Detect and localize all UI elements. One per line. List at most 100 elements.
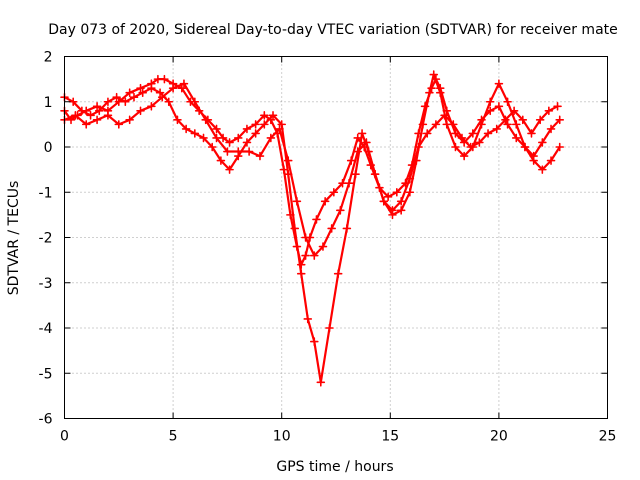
- data-point: [301, 251, 310, 260]
- data-point: [329, 187, 339, 197]
- data-point: [546, 124, 556, 134]
- data-point: [86, 111, 95, 120]
- data-point: [555, 142, 565, 152]
- data-point: [336, 206, 345, 215]
- data-point: [435, 88, 445, 97]
- data-point: [283, 156, 293, 165]
- data-point: [405, 187, 415, 197]
- data-point: [494, 79, 504, 88]
- data-point: [233, 147, 243, 156]
- data-point: [553, 101, 562, 111]
- data-point: [244, 147, 254, 156]
- data-point: [396, 206, 406, 215]
- data-point: [511, 133, 521, 143]
- chart-title: Day 073 of 2020, Sidereal Day-to-day VTE…: [48, 22, 618, 38]
- data-point: [492, 124, 502, 134]
- data-point: [201, 115, 210, 125]
- series-line: [63, 82, 559, 257]
- data-point: [425, 88, 434, 97]
- data-point: [181, 124, 191, 134]
- data-point: [177, 83, 187, 93]
- data-point: [260, 120, 269, 129]
- data-point: [155, 88, 165, 97]
- x-tick-label: 10: [273, 429, 291, 445]
- data-point: [422, 129, 432, 138]
- data-point: [275, 124, 284, 134]
- data-point: [199, 133, 208, 143]
- data-point: [260, 111, 269, 120]
- data-point: [190, 129, 200, 138]
- y-tick-label: 0: [44, 140, 53, 156]
- plot-frame: [64, 56, 608, 419]
- x-tick-label: 15: [381, 429, 399, 445]
- data-point: [121, 97, 130, 107]
- data-point: [212, 124, 221, 134]
- data-point: [92, 101, 102, 111]
- data-point: [147, 83, 156, 93]
- data-point: [112, 92, 121, 102]
- data-point: [396, 197, 406, 206]
- data-point: [353, 133, 363, 143]
- data-point: [527, 129, 536, 138]
- data-point: [383, 192, 393, 202]
- data-point: [242, 124, 252, 134]
- data-point: [388, 206, 397, 215]
- data-point: [518, 115, 528, 125]
- data-point: [268, 111, 278, 120]
- data-point: [251, 120, 260, 129]
- data-point: [457, 133, 467, 143]
- data-point: [503, 97, 512, 107]
- data-point: [255, 151, 265, 161]
- data-point: [327, 224, 336, 233]
- data-point: [157, 92, 167, 102]
- data-point: [292, 197, 302, 206]
- data-point: [346, 156, 356, 165]
- data-point: [429, 70, 439, 79]
- data-point: [223, 147, 232, 156]
- data-point: [290, 224, 300, 233]
- data-point: [296, 269, 306, 278]
- data-point: [207, 142, 217, 152]
- data-point: [440, 111, 449, 120]
- data-point: [312, 215, 321, 224]
- y-tick-labels: -6 -5 -4 -3 -2 -1 0 1 2: [39, 50, 53, 428]
- data-point: [147, 101, 156, 111]
- series-track-a: [60, 74, 565, 269]
- data-point: [103, 111, 113, 120]
- data-point: [362, 138, 371, 147]
- data-point: [164, 97, 174, 107]
- data-point: [520, 142, 530, 152]
- data-point: [94, 106, 104, 116]
- data-point: [501, 115, 510, 125]
- data-point: [544, 106, 554, 116]
- x-tick-label: 20: [490, 429, 508, 445]
- data-point: [179, 79, 189, 88]
- data-point: [303, 314, 313, 324]
- data-point: [535, 115, 545, 125]
- data-point: [379, 197, 389, 206]
- series-track-c: [60, 79, 562, 260]
- data-point: [448, 120, 458, 129]
- data-point: [405, 174, 415, 183]
- data-point: [431, 120, 441, 129]
- data-point: [320, 197, 330, 206]
- data-point: [325, 323, 334, 333]
- data-point: [138, 88, 147, 97]
- data-point: [538, 165, 547, 174]
- y-tick-label: -3: [39, 276, 53, 292]
- data-point: [251, 129, 260, 138]
- data-point: [333, 269, 343, 278]
- data-point: [71, 111, 80, 120]
- data-point: [266, 133, 276, 143]
- data-point: [168, 83, 178, 93]
- data-point: [77, 106, 87, 116]
- data-point: [342, 224, 352, 233]
- series-layer: [60, 70, 565, 387]
- data-point: [225, 138, 234, 147]
- y-tick-label: 2: [44, 50, 53, 66]
- data-point: [316, 378, 326, 387]
- data-point: [309, 337, 319, 346]
- data-point: [503, 120, 512, 129]
- data-point: [546, 156, 556, 165]
